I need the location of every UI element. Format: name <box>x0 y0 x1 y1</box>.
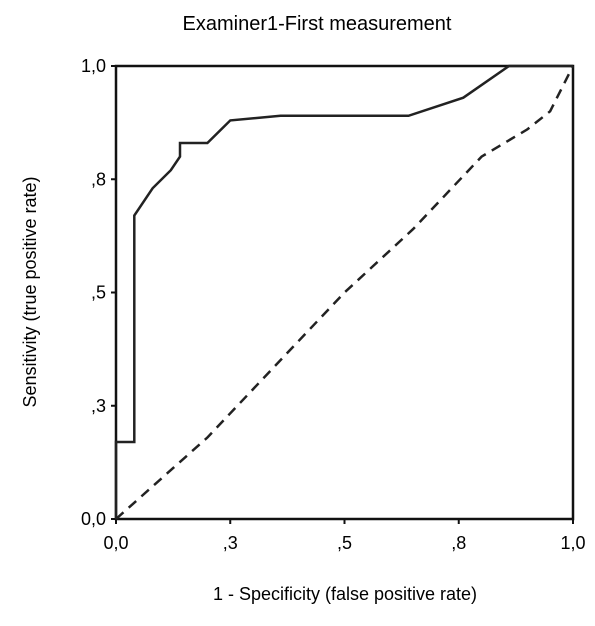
x-tick-label-3: ,8 <box>451 533 466 553</box>
x-tick-label-1: ,3 <box>223 533 238 553</box>
y-axis-label: Sensitivity (true positive rate) <box>20 176 40 407</box>
chart-title: Examiner1-First measurement <box>183 13 452 35</box>
x-axis-label: 1 - Specificity (false positive rate) <box>213 584 477 604</box>
y-tick-label-0: 0,0 <box>81 509 106 529</box>
y-tick-label-1: ,3 <box>91 396 106 416</box>
plot-area: 0,0 ,3 ,5 ,8 1,0 0,0 ,3 ,5 ,8 1,0 <box>81 56 586 553</box>
x-tick-label-2: ,5 <box>337 533 352 553</box>
x-tick-label-0: 0,0 <box>103 533 128 553</box>
y-tick-label-4: 1,0 <box>81 56 106 76</box>
x-tick-label-4: 1,0 <box>560 533 585 553</box>
reference-diagonal-line <box>116 66 573 519</box>
y-tick-label-2: ,5 <box>91 283 106 303</box>
y-tick-label-3: ,8 <box>91 169 106 189</box>
plot-frame <box>116 66 573 519</box>
roc-curve-line <box>116 66 573 519</box>
